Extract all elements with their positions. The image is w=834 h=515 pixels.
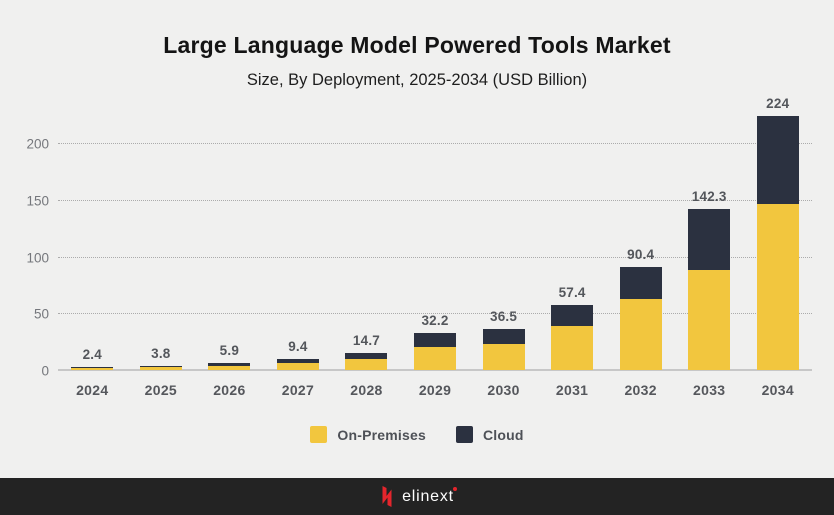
bar-total-label: 3.8 — [151, 345, 171, 361]
y-tick-label-100: 100 — [26, 250, 49, 265]
x-axis-label-2034: 2034 — [761, 382, 794, 398]
bar-group-2031: 57.4 — [538, 285, 607, 370]
bar-total-label: 224 — [766, 95, 790, 111]
bar-group-2028: 14.7 — [332, 333, 401, 370]
x-axis-label-2024: 2024 — [76, 382, 109, 398]
chart-title: Large Language Model Powered Tools Marke… — [163, 32, 671, 58]
bar-segment-cloud — [688, 208, 731, 270]
bar-group-2029: 32.2 — [401, 313, 470, 370]
bar-segment-on-premises — [276, 363, 319, 370]
bar-group-2034: 224 — [743, 96, 812, 370]
bar-group-2032: 90.4 — [606, 247, 675, 370]
bar-total-label: 9.4 — [288, 339, 308, 355]
bar-segment-cloud — [139, 365, 182, 368]
bar-segment-on-premises — [688, 269, 731, 370]
bar-segment-on-premises — [208, 365, 251, 370]
x-axis-label-2028: 2028 — [350, 382, 383, 398]
bar-total-label: 57.4 — [558, 284, 586, 300]
bar-segment-cloud — [551, 304, 594, 326]
cloud-swatch-icon — [455, 426, 473, 443]
legend-label: Cloud — [482, 426, 524, 443]
x-axis-label-2027: 2027 — [281, 382, 315, 398]
y-tick-label-50: 50 — [33, 306, 49, 322]
bar-segment-on-premises — [482, 344, 525, 370]
bar-group-2030: 36.5 — [469, 309, 538, 370]
gridline-50 — [58, 313, 812, 315]
bar-segment-on-premises — [345, 359, 388, 370]
bar-total-label: 90.4 — [627, 247, 655, 263]
gridline-100 — [58, 256, 812, 258]
x-axis-label-2025: 2025 — [144, 382, 177, 398]
bar-segment-cloud — [208, 363, 251, 366]
x-axis-label-2033: 2033 — [693, 382, 726, 398]
bar-total-label: 36.5 — [490, 308, 518, 324]
y-tick-label-0: 0 — [41, 363, 49, 379]
bar-segment-on-premises — [756, 204, 799, 370]
bar-total-label: 5.9 — [219, 343, 240, 359]
x-axis-label-2030: 2030 — [487, 382, 520, 398]
legend-label: On-Premises — [337, 426, 426, 443]
on-premises-swatch-icon — [310, 426, 328, 443]
bar-group-2033: 142.3 — [675, 188, 744, 370]
brand-accent-dot — [452, 486, 457, 491]
x-labels: 2024 2025 2026 2027 2028 2029 2030 2031 2032 2033… — [58, 382, 812, 398]
x-axis-label-2032: 2032 — [624, 382, 657, 398]
bar-total-label: 2.4 — [82, 347, 102, 363]
y-tick-label-150: 150 — [26, 193, 49, 209]
gridline-0 — [58, 369, 812, 371]
bar-segment-cloud — [756, 115, 799, 205]
footer-bar: elinext — [0, 478, 834, 515]
plot-area: 0 50 100 150 200 2.4 3.8 5.9 9.4 14.7 32.2 36.5 57.4… — [26, 96, 812, 379]
bar-total-label: 32.2 — [421, 313, 449, 329]
x-axis-label-2026: 2026 — [213, 382, 246, 398]
bar-segment-cloud — [276, 359, 319, 364]
y-tick-label-200: 200 — [26, 136, 49, 152]
bar-group-2024: 2.4 — [58, 347, 127, 370]
chart-subtitle: Size, By Deployment, 2025-2034 (USD Bill… — [246, 71, 588, 89]
bar-segment-cloud — [619, 267, 662, 300]
bar-segment-cloud — [71, 367, 114, 369]
legend: On-Premises Cloud — [0, 426, 834, 443]
elinext-logo-icon — [382, 486, 392, 507]
bar-segment-cloud — [414, 333, 456, 347]
x-axis-label-2031: 2031 — [555, 382, 589, 398]
bar-segment-on-premises — [139, 367, 182, 370]
bar-group-2027: 9.4 — [264, 339, 333, 370]
legend-item-on-premises: On-Premises — [310, 426, 426, 443]
bar-group-2026: 5.9 — [195, 343, 264, 370]
bar-segment-on-premises — [71, 368, 114, 370]
gridline-150 — [58, 199, 812, 201]
bar-segment-on-premises — [414, 346, 456, 370]
stacked-bar-chart: 0 50 100 150 200 2.4 3.8 5.9 9.4 14.7 32.2 36.5 57.4… — [26, 96, 812, 398]
x-axis-label-2029: 2029 — [418, 382, 452, 398]
bar-group-2025: 3.8 — [127, 346, 196, 370]
gridline-200 — [58, 143, 812, 144]
brand-name: elinext — [402, 486, 457, 506]
bar-segment-cloud — [345, 353, 388, 360]
bars: 2.4 3.8 5.9 9.4 14.7 32.2 36.5 57.4 90.4 142.3 224 — [58, 96, 812, 370]
brand-text: elinext — [402, 487, 454, 505]
bar-total-label: 142.3 — [691, 188, 727, 204]
bar-segment-cloud — [482, 328, 525, 345]
bar-total-label: 14.7 — [352, 333, 380, 349]
bar-segment-on-premises — [551, 325, 594, 370]
bar-segment-on-premises — [619, 299, 662, 370]
legend-item-cloud: Cloud — [455, 426, 524, 443]
